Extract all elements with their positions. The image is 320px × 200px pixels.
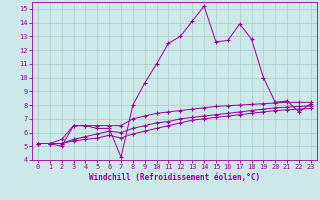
X-axis label: Windchill (Refroidissement éolien,°C): Windchill (Refroidissement éolien,°C)	[89, 173, 260, 182]
